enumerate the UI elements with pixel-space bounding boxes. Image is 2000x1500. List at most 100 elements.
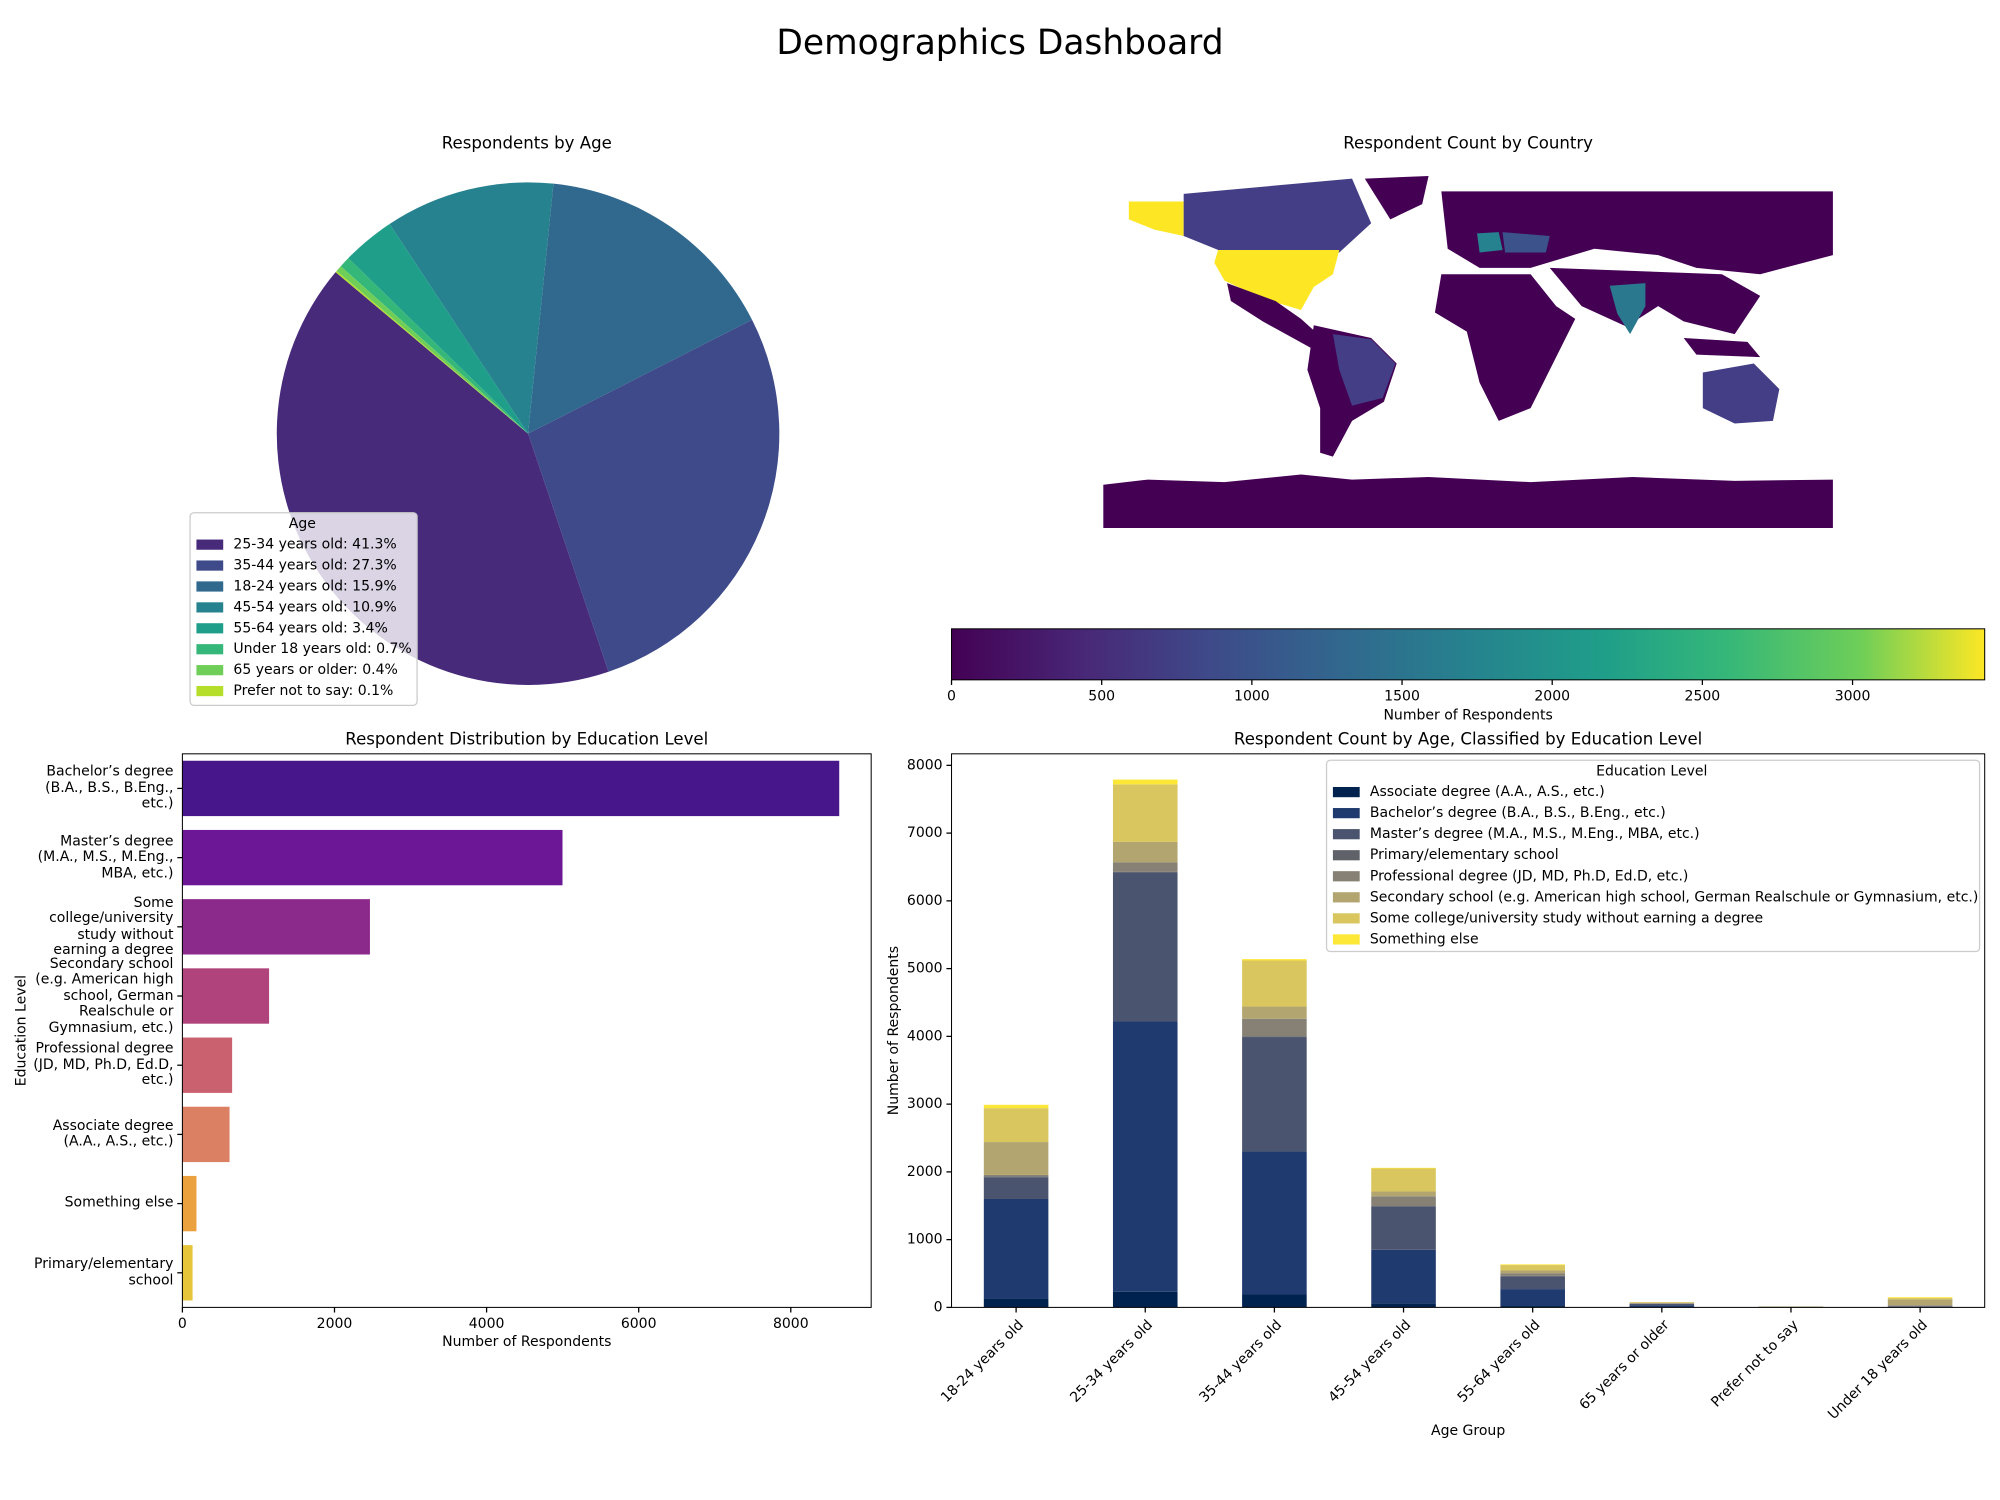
pie-slice bbox=[528, 319, 780, 672]
map-region bbox=[1364, 176, 1429, 220]
pie-slice bbox=[528, 183, 753, 434]
y-tick-label-box: Master’s degree (M.A., M.S., M.Eng., MBA… bbox=[38, 833, 174, 881]
colorbar bbox=[951, 628, 1986, 681]
colorbar-tick-label: 1500 bbox=[1384, 688, 1420, 704]
map-region bbox=[1434, 274, 1576, 421]
bar-segment bbox=[1500, 1276, 1565, 1290]
bar-segment bbox=[1242, 1294, 1307, 1308]
x-tick-label: 25-34 years old bbox=[1067, 1317, 1156, 1406]
bar-segment bbox=[1629, 1302, 1695, 1304]
legend-swatch bbox=[1332, 892, 1360, 903]
legend-swatch bbox=[1332, 934, 1360, 945]
bar-segment bbox=[1242, 960, 1307, 1007]
y-tick-label-box: Some college/university study without ea… bbox=[49, 893, 174, 959]
y-tick-label: Professional degree (JD, MD, Ph.D, Ed.D,… bbox=[33, 1040, 174, 1089]
colorbar-tick-label: 3000 bbox=[1835, 688, 1871, 704]
y-tick-label: Primary/elementary school bbox=[33, 1255, 174, 1289]
bar-segment bbox=[983, 1142, 1049, 1175]
legend-swatch bbox=[196, 665, 224, 676]
legend-swatch bbox=[1332, 913, 1360, 924]
pie-slice bbox=[348, 223, 529, 434]
y-tick-label: Some college/university study without ea… bbox=[49, 893, 174, 959]
bar-segment bbox=[1112, 872, 1178, 1022]
legend-swatch bbox=[196, 623, 224, 634]
bar-segment bbox=[1242, 959, 1307, 961]
bar-segment bbox=[1887, 1299, 1953, 1306]
x-tick-label: 0 bbox=[178, 1316, 187, 1332]
bar-segment bbox=[1500, 1306, 1565, 1308]
legend-swatch bbox=[196, 539, 224, 550]
map-region bbox=[1477, 232, 1503, 253]
legend-label: 18-24 years old: 15.9% bbox=[233, 578, 396, 594]
legend-label: Secondary school (e.g. American high sch… bbox=[1370, 889, 1978, 905]
bar-segment bbox=[983, 1298, 1049, 1308]
legend-swatch bbox=[1332, 829, 1360, 840]
y-tick-label: 2000 bbox=[907, 1164, 943, 1180]
x-tick-label: Under 18 years old bbox=[1825, 1317, 1931, 1423]
map-region bbox=[1609, 283, 1646, 335]
legend-swatch bbox=[1332, 808, 1360, 819]
world-map bbox=[1103, 176, 1833, 529]
y-tick-label: 6000 bbox=[907, 893, 943, 909]
y-tick-label: Secondary school (e.g. American high sch… bbox=[35, 954, 174, 1036]
colorbar-tick-label: 1000 bbox=[1234, 688, 1270, 704]
bar-segment bbox=[1629, 1305, 1695, 1308]
chart-title: Respondents by Age bbox=[442, 134, 612, 153]
map-region bbox=[1702, 363, 1780, 424]
legend-label: Master’s degree (M.A., M.S., M.Eng., MBA… bbox=[1370, 826, 1700, 842]
y-axis-label: Number of Respondents bbox=[886, 946, 902, 1115]
bar bbox=[182, 899, 370, 955]
bar bbox=[182, 829, 563, 886]
legend-box bbox=[1325, 759, 1981, 953]
x-tick-label: 6000 bbox=[621, 1316, 657, 1332]
x-tick-label: 2000 bbox=[317, 1316, 353, 1332]
bar-segment bbox=[1887, 1305, 1953, 1307]
bar-segment bbox=[1242, 1037, 1307, 1152]
x-axis-label: Number of Respondents bbox=[442, 1334, 611, 1350]
map-region bbox=[1441, 191, 1833, 275]
bar-segment bbox=[1112, 779, 1178, 785]
map-region bbox=[1227, 283, 1327, 350]
y-tick-label: 0 bbox=[934, 1299, 943, 1315]
bar-segment bbox=[1500, 1265, 1565, 1271]
y-tick-label: Bachelor’s degree (B.A., B.S., B.Eng., e… bbox=[45, 763, 174, 812]
y-tick-label-box: Bachelor’s degree (B.A., B.S., B.Eng., e… bbox=[45, 763, 174, 812]
bar-segment bbox=[983, 1104, 1049, 1109]
y-tick-label-box: Associate degree (A.A., A.S., etc.) bbox=[53, 1118, 174, 1150]
dashboard-title: Demographics Dashboard bbox=[776, 23, 1223, 63]
legend-swatch bbox=[196, 581, 224, 592]
x-tick-label: 8000 bbox=[773, 1316, 809, 1332]
bar bbox=[182, 1106, 230, 1163]
bar bbox=[182, 1175, 197, 1232]
legend-title: Age bbox=[289, 516, 316, 532]
colorbar-tick-label: 500 bbox=[1088, 688, 1115, 704]
bar-segment bbox=[1500, 1270, 1565, 1274]
bar-segment bbox=[983, 1177, 1049, 1199]
chart-title: Respondent Count by Country bbox=[1343, 134, 1593, 153]
pie-slice bbox=[340, 258, 529, 434]
plot-frame bbox=[181, 753, 872, 1308]
bar-segment bbox=[1887, 1297, 1953, 1299]
y-tick-label: 1000 bbox=[907, 1232, 943, 1248]
bar-segment bbox=[1112, 862, 1178, 872]
bar-segment bbox=[1629, 1302, 1695, 1303]
legend-label: Prefer not to say: 0.1% bbox=[233, 683, 393, 699]
bar-segment bbox=[983, 1174, 1049, 1177]
pie-slice bbox=[335, 270, 529, 434]
legend-label: Bachelor’s degree (B.A., B.S., B.Eng., e… bbox=[1370, 805, 1666, 821]
y-tick-label: 8000 bbox=[907, 757, 943, 773]
x-tick-label: 35-44 years old bbox=[1196, 1317, 1285, 1406]
bar bbox=[182, 968, 270, 1024]
bar bbox=[182, 1037, 233, 1093]
legend-label: 35-44 years old: 27.3% bbox=[233, 558, 396, 574]
map-region bbox=[1214, 250, 1340, 310]
colorbar-tick-label: 2500 bbox=[1685, 688, 1721, 704]
map-region bbox=[1502, 232, 1550, 253]
pie-slice bbox=[336, 266, 529, 434]
legend-label: 55-64 years old: 3.4% bbox=[233, 620, 387, 636]
map-region bbox=[1683, 338, 1761, 358]
legend-box bbox=[189, 512, 418, 706]
map-region bbox=[1549, 267, 1761, 335]
